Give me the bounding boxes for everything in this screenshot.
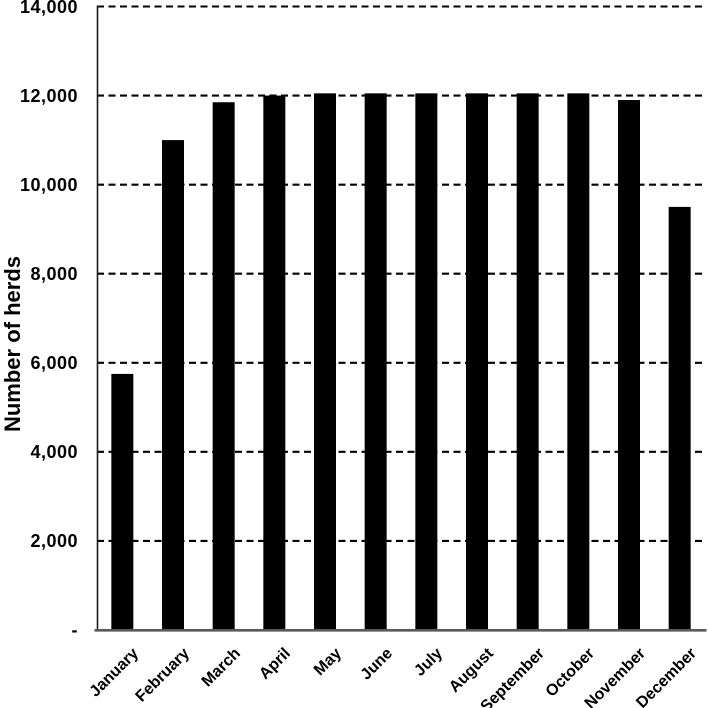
bar-june — [364, 93, 387, 631]
bar-march — [212, 102, 235, 632]
bar-december — [668, 206, 691, 632]
y-axis-tick-label-0: - — [71, 620, 78, 640]
bar-august — [466, 93, 488, 631]
y-axis-tick-label-12000: 12,000 — [19, 85, 78, 106]
bar-february — [162, 140, 184, 631]
bar-april — [263, 95, 286, 632]
bar-november — [618, 100, 640, 631]
y-axis-tick-label-4000: 4,000 — [30, 441, 78, 462]
y-axis-tick-label-14000: 14,000 — [19, 0, 78, 17]
bar-july — [415, 93, 438, 631]
y-axis-tick-label-10000: 10,000 — [19, 174, 78, 195]
y-axis-tick-label-8000: 8,000 — [30, 263, 78, 284]
bar-october — [567, 93, 590, 631]
bar-september — [516, 93, 539, 631]
y-axis-tick-label-6000: 6,000 — [30, 352, 78, 373]
y-axis-tick-label-2000: 2,000 — [30, 530, 78, 551]
bar-may — [314, 93, 336, 631]
bar-january — [111, 373, 134, 631]
